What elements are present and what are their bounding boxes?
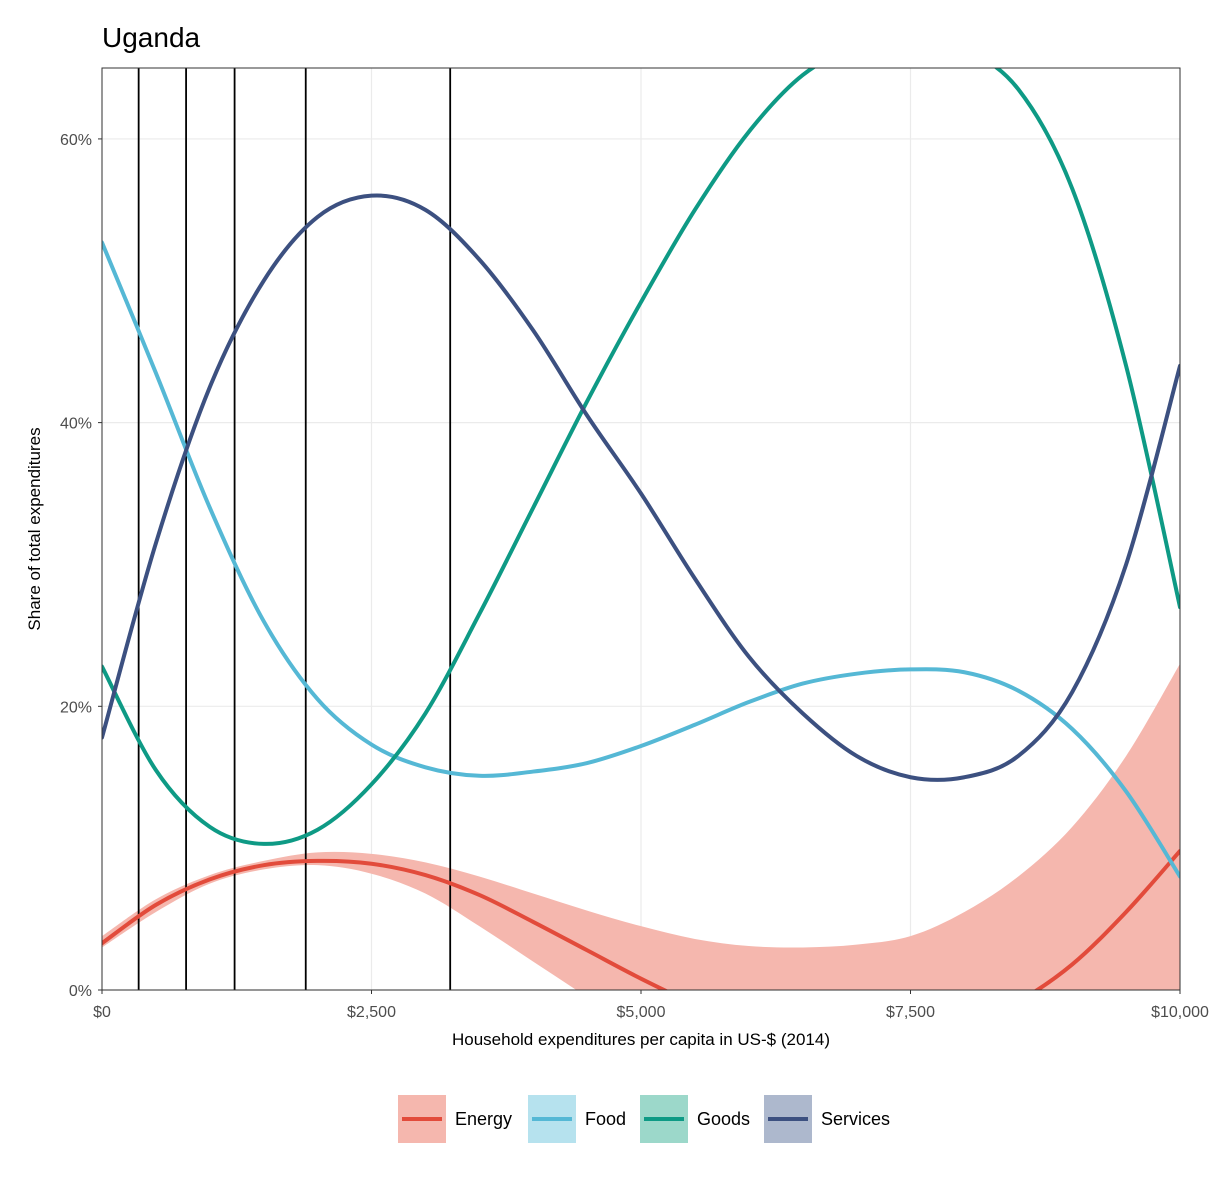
y-tick-label: 0% — [69, 983, 92, 1000]
vertical-marker-lines — [137, 68, 452, 990]
y-axis-ticks: 0% 20% 40% 60% — [60, 132, 102, 1000]
legend-label: Energy — [455, 1109, 512, 1129]
legend: Energy Food Goods Services — [398, 1095, 890, 1143]
y-tick-label: 60% — [60, 132, 92, 149]
x-tick-label: $2,500 — [347, 1004, 396, 1021]
series-lines — [102, 68, 1180, 990]
legend-label: Goods — [697, 1109, 750, 1129]
y-axis-label: Share of total expenditures — [25, 427, 44, 630]
legend-label: Food — [585, 1109, 626, 1129]
series-line-services — [102, 193, 1180, 782]
energy-confidence-band — [102, 663, 1180, 990]
x-tick-label: $10,000 — [1151, 1004, 1209, 1021]
x-tick-label: $0 — [93, 1004, 111, 1021]
chart-title: Uganda — [102, 22, 201, 53]
legend-item-food: Food — [528, 1095, 626, 1143]
series-line-food — [102, 240, 1180, 879]
x-tick-label: $7,500 — [886, 1004, 935, 1021]
x-axis-ticks: $0 $2,500 $5,000 $7,500 $10,000 — [93, 990, 1209, 1021]
x-tick-label: $5,000 — [617, 1004, 666, 1021]
series-line-goods — [102, 68, 1180, 846]
confidence-bands — [102, 663, 1180, 990]
legend-item-energy: Energy — [398, 1095, 512, 1143]
x-axis-label: Household expenditures per capita in US-… — [452, 1030, 830, 1049]
legend-item-goods: Goods — [640, 1095, 750, 1143]
legend-item-services: Services — [764, 1095, 890, 1143]
series-line-energy — [102, 848, 1180, 990]
legend-label: Services — [821, 1109, 890, 1129]
grid-lines — [101, 68, 1181, 991]
y-tick-label: 40% — [60, 416, 92, 433]
y-tick-label: 20% — [60, 699, 92, 716]
